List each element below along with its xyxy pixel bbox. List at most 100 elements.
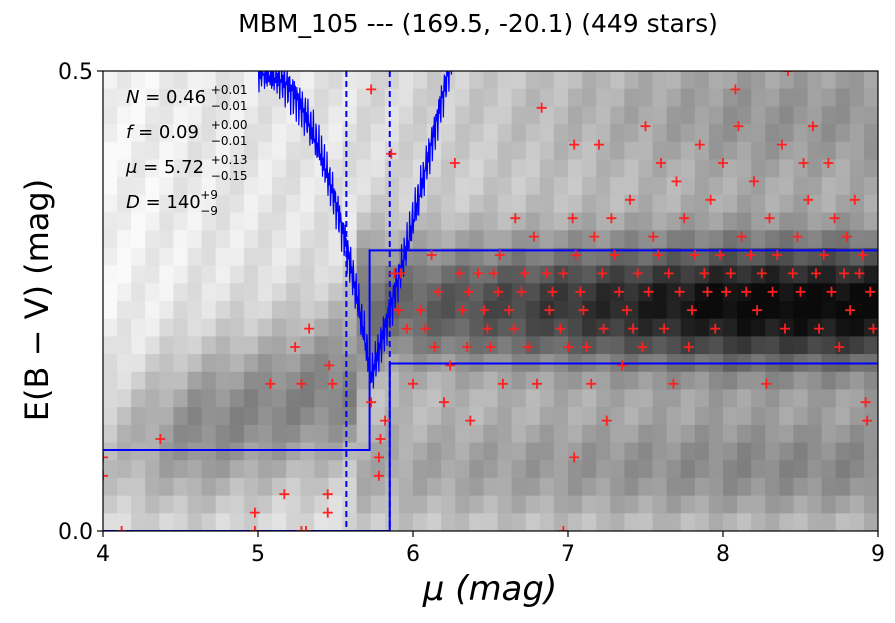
star-marker [798,158,809,168]
annotation-upper-error: +9 [200,188,218,202]
star-marker [532,378,542,389]
x-tick-label: 5 [251,542,265,567]
star-marker [473,268,484,279]
star-marker [643,286,654,297]
star-marker [497,378,508,389]
star-marker [761,378,772,389]
star-marker [767,286,778,297]
star-marker [322,489,333,500]
star-marker [103,470,108,481]
star-marker [445,360,456,371]
star-marker [555,323,566,334]
star-marker [845,305,856,316]
star-marker [563,342,573,352]
star-marker [721,286,732,297]
star-marker [659,323,670,334]
star-marker [671,176,682,187]
star-marker [155,434,166,444]
star-marker [674,286,685,297]
star-marker [290,342,301,352]
star-markers [103,71,878,531]
star-marker [826,286,837,297]
star-marker [386,148,397,159]
star-marker [597,268,608,279]
star-marker [842,231,852,242]
star-marker [862,415,873,426]
star-marker [710,323,721,334]
star-marker [516,286,527,297]
star-marker [394,305,405,316]
star-marker [324,360,335,371]
star-marker [694,139,705,150]
star-marker [663,268,674,279]
star-marker [811,268,821,279]
annotation-1: N = 0.46 [126,87,206,108]
star-marker [718,158,728,168]
star-marker [279,489,290,500]
star-marker [637,342,648,352]
star-marker [621,305,632,316]
star-marker [547,286,558,297]
x-axis-label: μ (mag) [422,569,558,609]
star-marker [462,342,473,352]
star-marker [699,268,710,279]
star-marker [776,139,787,150]
star-marker [569,452,580,463]
star-marker [628,323,639,334]
star-marker [702,286,713,297]
annotation-4: D = 140 [126,192,201,213]
annotation-upper-error: +0.00 [211,118,248,132]
star-marker [609,250,620,260]
star-marker [296,378,307,389]
star-marker [366,84,377,95]
star-marker [849,194,860,205]
star-marker [304,323,315,334]
star-marker [558,268,569,279]
star-marker [868,323,878,334]
star-marker [558,526,569,531]
star-marker [567,213,578,224]
star-marker [668,378,679,389]
annotation-upper-error: +0.01 [211,83,248,97]
star-marker [570,250,581,260]
star-marker [296,526,307,531]
star-marker [714,250,725,260]
star-marker [814,323,825,334]
star-marker [795,286,806,297]
star-marker [366,397,377,408]
star-marker [485,342,496,352]
y-tick-label: 0.0 [58,520,93,545]
star-marker [764,213,775,224]
star-marker [544,305,555,316]
star-marker [807,121,818,132]
star-marker [589,231,600,242]
star-marker [541,268,552,279]
star-marker [508,323,519,334]
star-marker [780,323,790,334]
axes: 4 5 6 7 8 9 0.0 0.5 [58,60,885,567]
star-marker [730,84,741,95]
star-marker [249,526,260,531]
star-marker [463,286,474,297]
star-marker [395,268,406,279]
star-marker [375,434,386,444]
star-marker [586,378,597,389]
star-marker [652,250,663,260]
star-marker [860,397,871,408]
star-marker [327,378,338,389]
star-marker [301,526,312,531]
star-marker [494,250,505,260]
star-marker [656,158,666,168]
star-marker [488,268,499,279]
plot-frame [102,70,879,532]
star-marker [857,250,868,260]
star-marker [454,268,465,279]
star-marker [575,286,586,297]
annotation-3: μ = 5.72 [125,157,204,178]
star-marker [745,250,756,260]
star-marker [648,231,659,242]
star-marker [439,397,449,408]
x-tick-label: 9 [871,542,885,567]
